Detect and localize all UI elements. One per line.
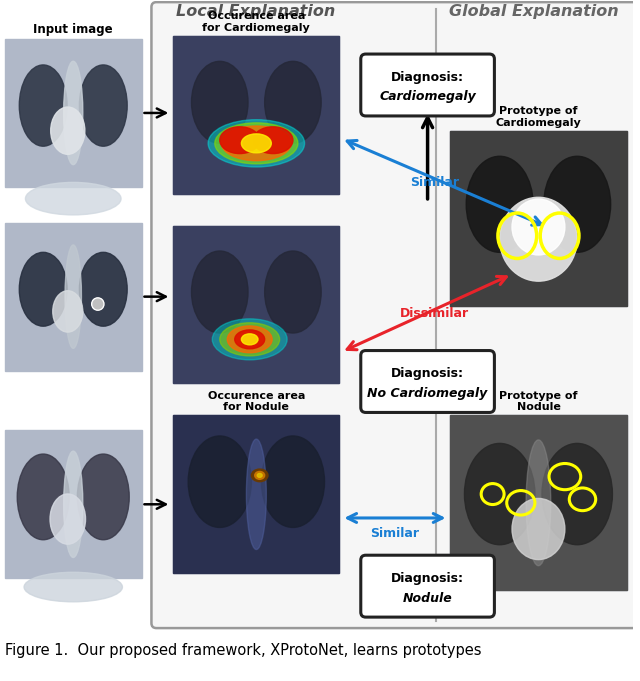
Ellipse shape: [465, 443, 535, 545]
Bar: [451, 415, 627, 590]
Text: Global Explanation: Global Explanation: [449, 4, 618, 19]
Ellipse shape: [500, 197, 577, 281]
Ellipse shape: [19, 65, 67, 146]
Text: Cardiomegaly: Cardiomegaly: [380, 91, 476, 104]
Bar: [5, 430, 141, 578]
Ellipse shape: [220, 127, 260, 154]
Ellipse shape: [191, 251, 248, 333]
FancyBboxPatch shape: [361, 555, 494, 617]
Ellipse shape: [512, 199, 565, 255]
Ellipse shape: [261, 436, 324, 528]
Ellipse shape: [79, 65, 127, 146]
Text: Diagnosis:: Diagnosis:: [391, 71, 464, 84]
Ellipse shape: [215, 123, 298, 164]
FancyBboxPatch shape: [152, 2, 637, 628]
Ellipse shape: [252, 469, 268, 481]
Text: Figure 1.  Our proposed framework, XProtoNet, learns prototypes: Figure 1. Our proposed framework, XProto…: [5, 643, 481, 658]
Ellipse shape: [253, 127, 293, 154]
Ellipse shape: [64, 61, 83, 165]
Ellipse shape: [51, 107, 85, 155]
Text: Input image: Input image: [33, 23, 113, 36]
Ellipse shape: [235, 330, 265, 349]
Text: No Cardiomegaly: No Cardiomegaly: [367, 387, 488, 400]
Bar: [5, 223, 141, 370]
Ellipse shape: [512, 498, 565, 560]
Ellipse shape: [542, 443, 612, 545]
Ellipse shape: [191, 61, 248, 143]
Text: Diagnosis:: Diagnosis:: [391, 571, 464, 585]
FancyBboxPatch shape: [361, 54, 494, 116]
Ellipse shape: [79, 253, 127, 326]
Text: Diagnosis:: Diagnosis:: [391, 367, 464, 380]
Ellipse shape: [227, 326, 272, 353]
Ellipse shape: [466, 156, 533, 253]
Ellipse shape: [544, 156, 611, 253]
FancyBboxPatch shape: [361, 351, 494, 413]
Ellipse shape: [221, 126, 291, 161]
Text: Local Explanation: Local Explanation: [176, 4, 335, 19]
Ellipse shape: [64, 451, 83, 558]
Ellipse shape: [65, 245, 81, 349]
Text: Nodule: Nodule: [403, 592, 452, 605]
Bar: [451, 415, 627, 590]
Text: Occurence area
for Nodule: Occurence area for Nodule: [207, 391, 305, 413]
Ellipse shape: [77, 454, 129, 540]
Ellipse shape: [265, 251, 321, 333]
Ellipse shape: [220, 323, 280, 356]
Ellipse shape: [208, 120, 305, 167]
Ellipse shape: [26, 183, 121, 215]
Ellipse shape: [93, 299, 102, 309]
Ellipse shape: [92, 298, 104, 311]
Ellipse shape: [241, 334, 258, 345]
Text: Prototype of
Nodule: Prototype of Nodule: [499, 391, 578, 413]
Bar: [173, 36, 339, 194]
Ellipse shape: [188, 436, 252, 528]
Ellipse shape: [255, 471, 265, 479]
Ellipse shape: [265, 61, 321, 143]
Ellipse shape: [526, 440, 551, 566]
Ellipse shape: [50, 494, 86, 544]
Text: Dissimilar: Dissimilar: [400, 306, 469, 319]
Text: Similar: Similar: [410, 176, 459, 189]
Bar: [5, 39, 141, 187]
Bar: [173, 226, 339, 383]
Text: Similar: Similar: [371, 528, 419, 541]
Ellipse shape: [19, 253, 67, 326]
Bar: [173, 415, 339, 573]
Bar: [173, 226, 339, 383]
Ellipse shape: [246, 439, 266, 550]
Text: Occurence area
for Cardiomegaly: Occurence area for Cardiomegaly: [202, 12, 310, 33]
Bar: [451, 131, 627, 306]
Ellipse shape: [212, 319, 287, 360]
Ellipse shape: [241, 134, 271, 153]
Ellipse shape: [257, 473, 262, 477]
Bar: [173, 415, 339, 573]
Ellipse shape: [24, 572, 122, 602]
Ellipse shape: [52, 291, 83, 332]
Bar: [173, 36, 339, 194]
Ellipse shape: [17, 454, 69, 540]
Text: Prototype of
Cardiomegaly: Prototype of Cardiomegaly: [495, 106, 581, 128]
Bar: [451, 131, 627, 306]
